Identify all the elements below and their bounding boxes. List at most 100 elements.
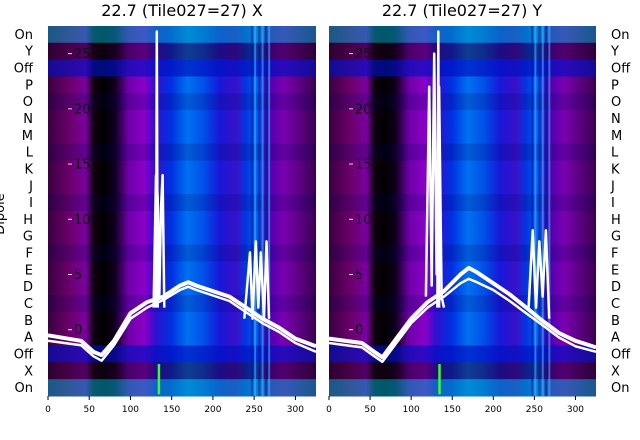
heatmap-row-tint-7 [48, 143, 316, 162]
heatmap-row-tint-0 [329, 26, 596, 44]
row-label: F [26, 247, 33, 262]
panel-x-y-ticks: 0 5 10 15 20 25 [68, 47, 91, 338]
heatmap-row-tint-19 [48, 345, 316, 363]
x-tick-label: 150 [163, 405, 180, 415]
x-tick-label: 200 [204, 405, 221, 415]
y-tick-label: 15 [74, 158, 91, 173]
spike-line-1 [154, 30, 159, 308]
heatmap-row-tint-13 [48, 244, 316, 262]
row-label: H [611, 213, 621, 228]
heatmap-row-10 [48, 194, 316, 212]
row-label: X [611, 364, 620, 379]
heatmap-row-17 [329, 311, 596, 330]
heatmap-row-tint-10 [329, 194, 596, 212]
row-label: N [23, 112, 33, 127]
row-label: I [29, 196, 33, 211]
row-label: C [611, 297, 620, 312]
panel-x-lines [47, 30, 317, 362]
heatmap-row-tint-21 [329, 379, 596, 397]
heatmap-row-7 [48, 143, 316, 162]
heatmap-row-12 [329, 227, 596, 246]
row-label: J [28, 179, 33, 194]
row-label: L [611, 146, 619, 161]
heatmap-row-tint-16 [329, 295, 596, 313]
panel-y-y-ticks: 0 5 10 15 20 25 [349, 47, 372, 338]
x-tick-label: 250 [526, 405, 543, 415]
heatmap-row-5 [48, 110, 316, 128]
heatmap-stripe [250, 26, 253, 396]
heatmap-row-14 [48, 261, 316, 279]
heatmap-highlight [438, 364, 441, 395]
spike-line-0 [424, 52, 446, 308]
row-label: X [24, 364, 33, 379]
y-tick-label: 15 [355, 158, 372, 173]
heatmap-row-tint-19 [329, 345, 596, 363]
row-label: N [611, 112, 621, 127]
heatmap-row-6 [329, 126, 596, 145]
x-tick-label: 100 [122, 405, 139, 415]
heatmap-row-9 [48, 177, 316, 195]
heatmap-row-11 [48, 211, 316, 229]
row-label: Off [611, 347, 631, 362]
row-label: Off [611, 62, 631, 77]
heatmap-row-tint-10 [48, 194, 316, 212]
row-label: K [611, 162, 620, 177]
row-label: L [26, 146, 34, 161]
heatmap-row-tint-2 [48, 59, 316, 77]
row-label: B [611, 314, 620, 329]
heatmap-row-1 [48, 42, 316, 61]
heatmap-row-20 [329, 362, 596, 380]
heatmap-row-17 [48, 311, 316, 330]
panel-x-title: 22.7 (Tile027=27) X [101, 1, 263, 20]
panel-x-heatmap [48, 26, 316, 397]
y-tick-label: 10 [74, 213, 91, 228]
row-label: I [611, 196, 615, 211]
y-tick-label: 20 [74, 102, 91, 117]
heatmap-row-4 [329, 93, 596, 111]
heatmap-row-15 [48, 278, 316, 296]
row-label: On [15, 381, 33, 396]
x-tick-label: 0 [45, 405, 51, 415]
row-label: On [611, 28, 629, 43]
row-label: J [610, 179, 615, 194]
heatmap-row-9 [329, 177, 596, 195]
heatmap-row-20 [48, 362, 316, 380]
row-label: G [23, 230, 33, 245]
series-line-0 [328, 265, 597, 360]
row-label: A [24, 331, 33, 346]
x-tick-label: 50 [364, 405, 376, 415]
row-label: G [611, 230, 621, 245]
x-tick-label: 50 [84, 405, 96, 415]
row-label: O [23, 95, 33, 110]
heatmap-row-7 [329, 143, 596, 162]
heatmap-stripe [258, 26, 261, 396]
y-tick-label: 0 [355, 323, 363, 338]
row-label: D [611, 280, 621, 295]
panel-y-title: 22.7 (Tile027=27) Y [382, 1, 543, 20]
x-tick-label: 0 [326, 405, 332, 415]
heatmap-stripe [531, 26, 534, 396]
heatmap-stripe [545, 26, 548, 396]
panel-y-lines [328, 30, 597, 364]
panel-x: 22.7 (Tile027=27) X 0 5 10 15 20 25 0 50 100 150… [0, 1, 317, 415]
spike-line-2 [243, 240, 271, 320]
series-line-0 [47, 280, 317, 358]
y-tick-label: 0 [74, 323, 82, 338]
y-tick-label: 25 [355, 47, 372, 62]
row-label: Y [610, 45, 619, 60]
heatmap-row-3 [329, 76, 596, 94]
heatmap-row-8 [48, 160, 316, 178]
heatmap-row-13 [329, 244, 596, 262]
heatmap-row-4 [48, 93, 316, 111]
row-label: C [24, 297, 33, 312]
heatmap-row-tint-16 [48, 295, 316, 313]
heatmap-row-5 [329, 110, 596, 128]
row-label: P [25, 78, 33, 93]
heatmap-row-tint-4 [329, 93, 596, 111]
heatmap-row-tint-21 [48, 379, 316, 397]
heatmap-row-tint-1 [48, 42, 316, 61]
row-label: O [611, 95, 621, 110]
